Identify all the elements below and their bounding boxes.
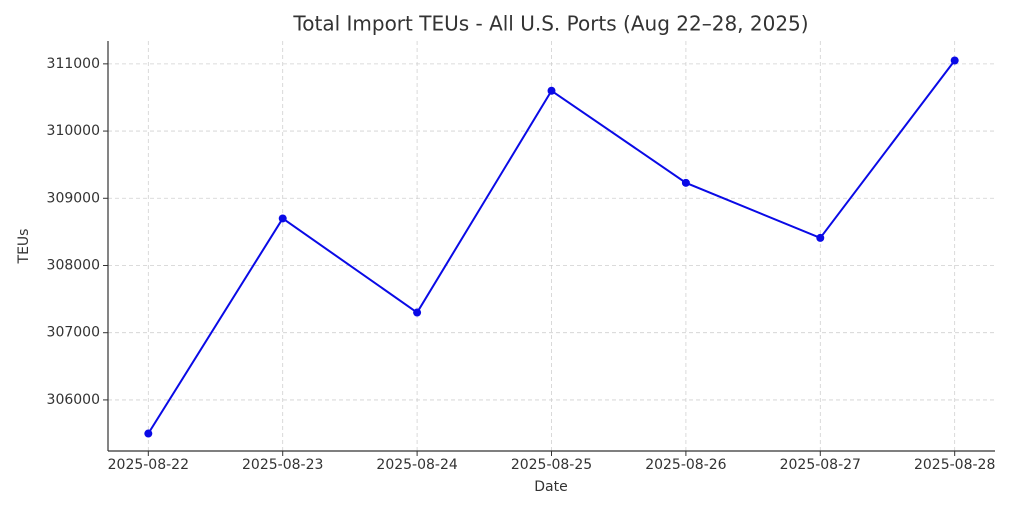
x-tick-label: 2025-08-23: [242, 457, 323, 473]
y-tick-label: 307000: [47, 325, 100, 341]
data-point: [547, 86, 556, 95]
y-tick-label: 306000: [47, 392, 100, 408]
x-tick-label: 2025-08-24: [376, 457, 457, 473]
x-tick-label: 2025-08-22: [108, 457, 189, 473]
y-axis-label: TEUs: [16, 229, 32, 265]
data-point: [950, 56, 959, 65]
data-point: [278, 214, 287, 223]
x-axis-label: Date: [534, 479, 567, 495]
data-point: [681, 178, 690, 187]
x-tick-label: 2025-08-26: [645, 457, 726, 473]
chart-title: Total Import TEUs - All U.S. Ports (Aug …: [292, 12, 808, 36]
y-tick-label: 310000: [47, 123, 100, 139]
y-tick-label: 311000: [47, 56, 100, 72]
x-tick-label: 2025-08-27: [780, 457, 861, 473]
y-tick-label: 309000: [47, 190, 100, 206]
x-tick-label: 2025-08-28: [914, 457, 995, 473]
y-tick-label: 308000: [47, 257, 100, 273]
data-point: [144, 429, 153, 438]
x-tick-label: 2025-08-25: [511, 457, 592, 473]
data-point: [413, 308, 422, 317]
data-point: [816, 233, 825, 242]
